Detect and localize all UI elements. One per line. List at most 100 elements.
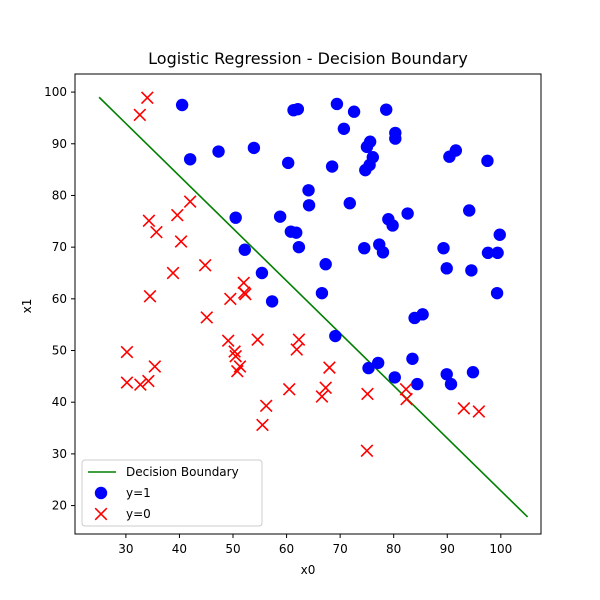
point-y1 [406, 352, 419, 365]
point-y1 [255, 266, 269, 280]
point-y1 [465, 264, 478, 277]
x-axis-label: x0 [301, 563, 316, 577]
x-axis-ticks: 30 40 50 60 70 80 90 100 [118, 534, 512, 556]
point-y1 [212, 145, 225, 158]
point-y1 [281, 156, 295, 170]
legend-circle-swatch [94, 486, 108, 500]
point-y1 [376, 246, 390, 259]
point-y0 [233, 360, 247, 373]
point-y0 [133, 108, 147, 122]
point-y1 [444, 377, 458, 391]
point-y1 [229, 211, 242, 224]
point-y0 [290, 343, 304, 356]
point-y0 [315, 390, 329, 403]
x-tick-label: 70 [332, 542, 347, 556]
y-tick-label: 20 [52, 499, 67, 513]
point-y1 [347, 105, 361, 118]
y-tick-label: 30 [52, 447, 67, 461]
point-y1 [358, 241, 371, 255]
point-y1 [363, 135, 377, 148]
point-y1 [449, 144, 463, 157]
point-y0 [259, 399, 273, 413]
point-y0 [198, 258, 212, 272]
point-y0 [174, 235, 188, 248]
point-y0 [170, 208, 184, 222]
point-y1 [371, 356, 385, 370]
point-y1 [302, 184, 315, 197]
legend-label: y=1 [126, 486, 151, 500]
point-y0 [142, 214, 156, 228]
legend-label: Decision Boundary [126, 465, 239, 479]
point-y1 [315, 286, 329, 300]
point-y0 [140, 91, 154, 105]
x-tick-label: 40 [172, 542, 187, 556]
point-y0 [319, 381, 333, 395]
point-y1 [247, 141, 261, 155]
point-y0 [228, 345, 241, 358]
point-y1 [319, 258, 332, 271]
chart-title: Logistic Regression - Decision Boundary [148, 49, 468, 68]
point-y1 [330, 97, 344, 111]
x-tick-label: 60 [279, 542, 294, 556]
x-tick-label: 100 [489, 542, 512, 556]
point-y1 [337, 122, 351, 135]
point-y0 [183, 195, 197, 209]
point-y0 [166, 266, 180, 280]
point-y1 [411, 377, 424, 391]
point-y0 [133, 378, 147, 391]
y-tick-label: 90 [52, 137, 67, 151]
point-y0 [400, 392, 413, 406]
decision-boundary-line [98, 96, 529, 518]
point-y1 [366, 151, 380, 164]
point-y1 [362, 361, 375, 375]
x-tick-label: 30 [118, 542, 133, 556]
point-y1 [343, 197, 356, 210]
point-y1 [302, 199, 316, 212]
point-y1 [175, 98, 189, 112]
point-y0 [323, 361, 336, 374]
point-y1 [292, 240, 306, 254]
point-y1 [463, 204, 476, 217]
point-y0 [292, 333, 306, 347]
y-tick-label: 100 [44, 85, 67, 99]
x-tick-label: 90 [440, 542, 455, 556]
point-y0 [229, 349, 243, 363]
point-y1 [437, 241, 450, 255]
point-y1 [440, 368, 453, 381]
y-tick-label: 50 [52, 344, 67, 358]
legend-box [81, 459, 263, 527]
point-y0 [472, 405, 486, 418]
legend-label: y=0 [126, 507, 151, 521]
point-y1 [291, 102, 305, 116]
point-y1 [493, 228, 506, 241]
point-y1 [183, 153, 197, 166]
point-y1 [440, 262, 453, 275]
point-y1 [491, 246, 504, 260]
point-y0 [238, 287, 252, 301]
point-y0 [360, 444, 374, 458]
point-y1 [290, 226, 303, 239]
point-y0 [143, 289, 157, 303]
y-axis-label: x1 [20, 299, 34, 314]
plot-area [74, 73, 542, 535]
axes-frame [74, 73, 542, 535]
point-y1 [386, 219, 399, 232]
point-y0 [221, 334, 235, 348]
point-y1 [380, 103, 393, 116]
point-y1 [273, 210, 287, 223]
point-y1 [481, 246, 495, 260]
point-y1 [265, 295, 279, 308]
x-tick-label: 50 [225, 542, 240, 556]
point-y0 [399, 382, 413, 396]
legend-x-swatch [94, 507, 108, 521]
point-y1 [481, 154, 494, 168]
point-y1 [466, 366, 480, 379]
point-y0 [142, 374, 155, 388]
point-y1 [238, 243, 251, 256]
point-y1 [388, 371, 401, 384]
y-tick-label: 60 [52, 292, 67, 306]
point-y1 [325, 160, 339, 173]
point-y0 [251, 333, 265, 347]
